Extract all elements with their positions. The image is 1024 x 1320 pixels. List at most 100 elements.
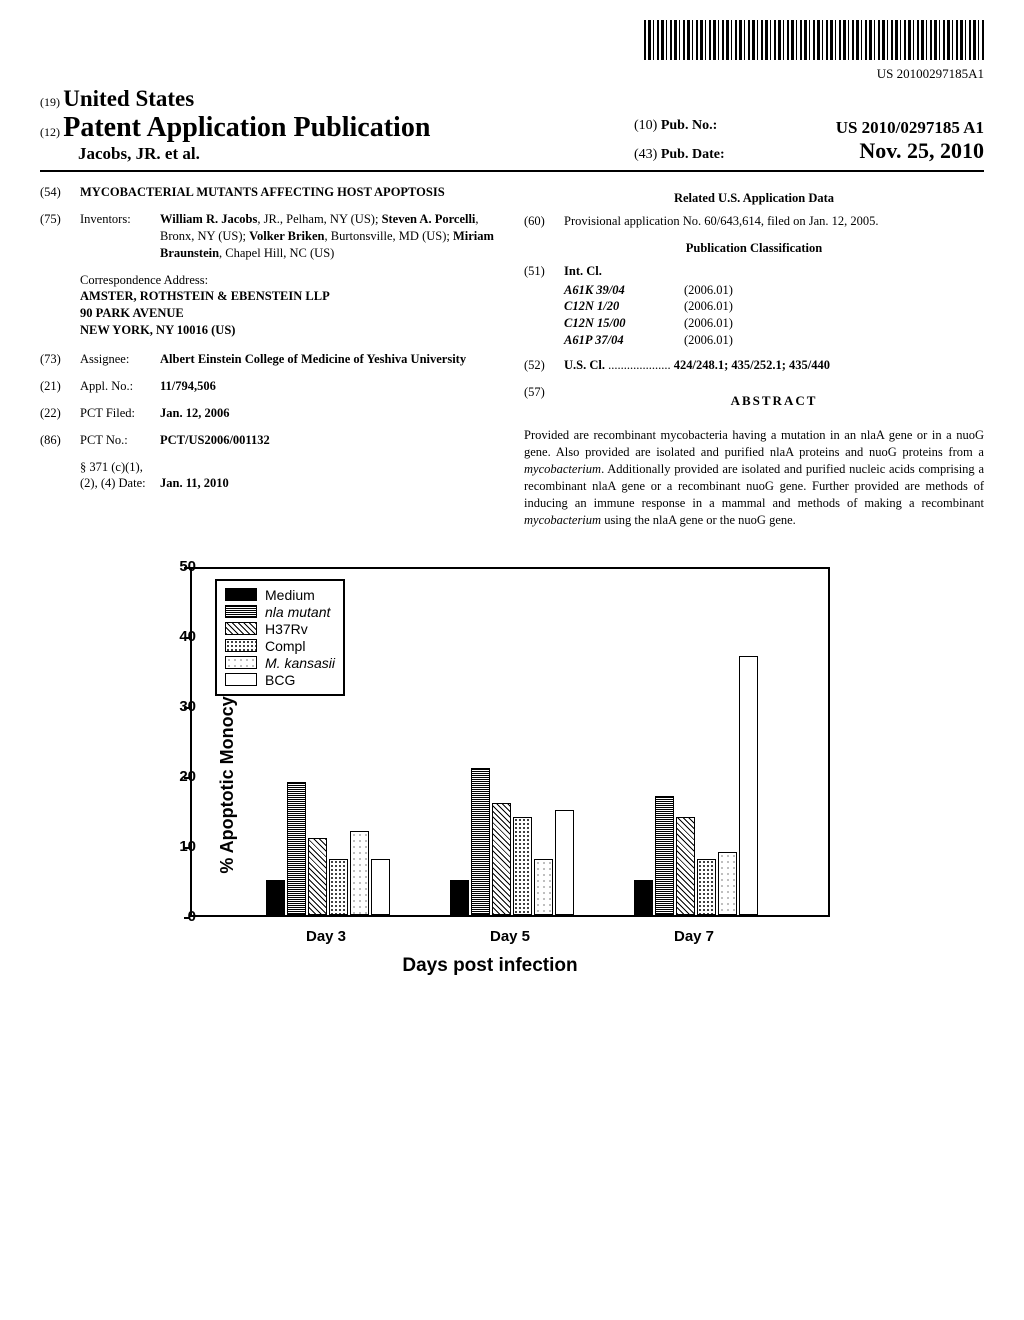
intcl-label: Int. Cl. [564, 263, 602, 280]
x-group-label: Day 3 [276, 928, 376, 945]
legend-label: BCG [265, 672, 295, 688]
ipc-code: A61P 37/04 [564, 332, 684, 349]
correspondence: Correspondence Address: AMSTER, ROTHSTEI… [80, 272, 500, 340]
code-21: (21) [40, 378, 80, 395]
y-tick-mark [184, 777, 190, 779]
chart-bar [676, 817, 695, 915]
code-54: (54) [40, 184, 80, 201]
x-group-label: Day 5 [460, 928, 560, 945]
y-tick-mark [184, 567, 190, 569]
chart-bar [718, 852, 737, 915]
ipc-year: (2006.01) [684, 282, 733, 299]
chart-container: % Apoptotic Monocytes Days post infectio… [40, 557, 984, 987]
y-axis-label: % Apoptotic Monocytes [217, 670, 238, 873]
x-group-label: Day 7 [644, 928, 744, 945]
uscl-label: U.S. Cl. [564, 358, 605, 372]
uscl-value: 424/248.1; 435/252.1; 435/440 [674, 358, 830, 372]
legend-item: nla mutant [225, 604, 335, 620]
legend-label: Medium [265, 587, 315, 603]
chart-bar [634, 880, 653, 915]
barcode-graphic [644, 20, 984, 60]
chart-bar [534, 859, 553, 915]
related-header: Related U.S. Application Data [524, 190, 984, 207]
chart-bar [350, 831, 369, 915]
legend-item: Medium [225, 587, 335, 603]
ipc-row: A61K 39/04(2006.01) [524, 282, 984, 299]
legend-swatch [225, 673, 257, 686]
assignee-label: Assignee: [80, 351, 160, 368]
pubdate-label: Pub. Date: [661, 147, 725, 162]
legend-label: H37Rv [265, 621, 308, 637]
pct-number: PCT/US2006/001132 [160, 432, 500, 449]
corr-line1: AMSTER, ROTHSTEIN & EBENSTEIN LLP [80, 288, 500, 305]
authors: Jacobs, JR. et al. [78, 144, 430, 164]
country: United States [63, 86, 194, 111]
legend-label: Compl [265, 638, 305, 654]
legend-item: H37Rv [225, 621, 335, 637]
chart-bar [697, 859, 716, 915]
applno-label: Appl. No.: [80, 378, 160, 395]
chart-bar [308, 838, 327, 915]
header-right: (10) Pub. No.: US 2010/0297185 A1 (43) P… [634, 118, 984, 164]
legend-label: M. kansasii [265, 655, 335, 671]
blank-num [40, 459, 80, 493]
pubclass-header: Publication Classification [524, 240, 984, 257]
ipc-code: C12N 15/00 [564, 315, 684, 332]
y-tick-mark [184, 707, 190, 709]
abstract-header: ABSTRACT [564, 392, 984, 410]
ipc-year: (2006.01) [684, 315, 733, 332]
code-75: (75) [40, 211, 80, 262]
appl-number: 11/794,506 [160, 378, 500, 395]
assignee: Albert Einstein College of Medicine of Y… [160, 351, 500, 368]
chart-bar [513, 817, 532, 915]
left-column: (54) MYCOBACTERIAL MUTANTS AFFECTING HOS… [40, 184, 500, 529]
chart-bar [450, 880, 469, 915]
y-tick-mark [184, 637, 190, 639]
corr-label: Correspondence Address: [80, 272, 500, 289]
ipc-code: A61K 39/04 [564, 282, 684, 299]
x-axis-label: Days post infection [402, 955, 577, 977]
legend-item: BCG [225, 672, 335, 688]
right-column: Related U.S. Application Data (60) Provi… [524, 184, 984, 529]
y-tick-mark [184, 847, 190, 849]
legend-swatch [225, 622, 257, 635]
chart-bar [492, 803, 511, 915]
chart-bar [739, 656, 758, 915]
code-57: (57) [524, 384, 564, 418]
code-52: (52) [524, 357, 564, 374]
ipc-row: C12N 1/20(2006.01) [524, 298, 984, 315]
legend-label: nla mutant [265, 604, 330, 620]
header: (19) United States (12) Patent Applicati… [40, 86, 984, 164]
pub-date: Nov. 25, 2010 [859, 138, 984, 164]
code-51: (51) [524, 263, 564, 280]
chart-bar [329, 859, 348, 915]
code-12: (12) [40, 125, 60, 139]
ipc-list: A61K 39/04(2006.01)C12N 1/20(2006.01)C12… [524, 282, 984, 350]
abstract-text: Provided are recombinant mycobacteria ha… [524, 427, 984, 528]
chart-bar [371, 859, 390, 915]
y-tick-mark [184, 917, 190, 919]
chart-bar [266, 880, 285, 915]
ipc-code: C12N 1/20 [564, 298, 684, 315]
biblio-columns: (54) MYCOBACTERIAL MUTANTS AFFECTING HOS… [40, 184, 984, 529]
corr-line2: 90 PARK AVENUE [80, 305, 500, 322]
code-86: (86) [40, 432, 80, 449]
chart-bar [555, 810, 574, 915]
provisional-app: Provisional application No. 60/643,614, … [564, 213, 984, 230]
ipc-row: C12N 15/00(2006.01) [524, 315, 984, 332]
code-43: (43) [634, 147, 657, 162]
ipc-row: A61P 37/04(2006.01) [524, 332, 984, 349]
inventors-list: William R. Jacobs, JR., Pelham, NY (US);… [160, 211, 500, 262]
chart-legend: Mediumnla mutantH37RvComplM. kansasiiBCG [215, 579, 345, 696]
legend-swatch [225, 605, 257, 618]
legend-item: Compl [225, 638, 335, 654]
chart-bar [287, 782, 306, 915]
legend-item: M. kansasii [225, 655, 335, 671]
pct-filed-date: Jan. 12, 2006 [160, 405, 500, 422]
legend-swatch [225, 656, 257, 669]
legend-swatch [225, 639, 257, 652]
bar-chart: % Apoptotic Monocytes Days post infectio… [120, 557, 860, 987]
legend-swatch [225, 588, 257, 601]
pubno-label: Pub. No.: [661, 118, 717, 133]
divider [40, 170, 984, 172]
